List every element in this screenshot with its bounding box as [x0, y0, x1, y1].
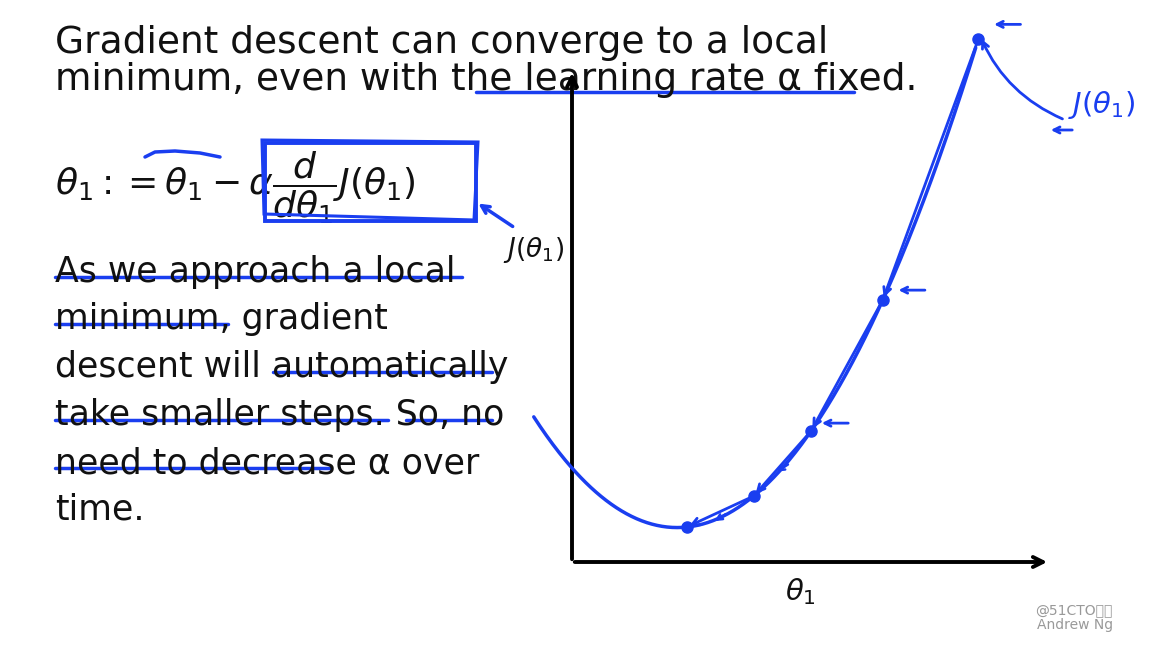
Text: $\theta_1$: $\theta_1$: [784, 577, 815, 607]
Text: Gradient descent can converge to a local: Gradient descent can converge to a local: [55, 25, 828, 61]
Text: take smaller steps. So, no: take smaller steps. So, no: [55, 398, 504, 432]
Text: As we approach a local: As we approach a local: [55, 255, 455, 289]
Text: descent will automatically: descent will automatically: [55, 350, 508, 384]
Text: $\mathit{J}(\theta_1)$: $\mathit{J}(\theta_1)$: [1068, 89, 1136, 121]
Text: @51CTO读书: @51CTO读书: [1035, 603, 1113, 617]
Text: minimum, even with the learning rate α fixed.: minimum, even with the learning rate α f…: [55, 62, 918, 98]
Text: $J(\theta_1)$: $J(\theta_1)$: [503, 235, 564, 265]
Text: time.: time.: [55, 493, 144, 527]
Text: minimum, gradient: minimum, gradient: [55, 302, 387, 336]
Text: Andrew Ng: Andrew Ng: [1037, 618, 1113, 632]
Text: need to decrease α over: need to decrease α over: [55, 446, 480, 480]
Text: $\theta_1 := \theta_1 - \alpha\dfrac{d}{d\theta_1}J(\theta_1)$: $\theta_1 := \theta_1 - \alpha\dfrac{d}{…: [55, 150, 415, 226]
